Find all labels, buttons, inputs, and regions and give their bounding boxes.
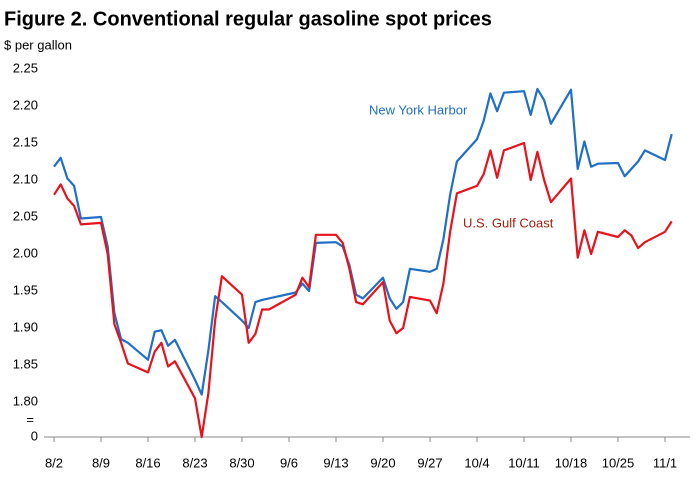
x-tick-label: 9/27 (417, 455, 442, 470)
series-line (53, 141, 673, 439)
x-tick-label: 9/13 (323, 455, 348, 470)
x-tick-label: 10/11 (508, 455, 540, 470)
x-tick-label: 8/16 (135, 455, 160, 470)
series-label: New York Harbor (369, 102, 468, 117)
y-tick-label: 1.80 (13, 393, 38, 408)
y-tick-label: 1.85 (13, 356, 38, 371)
x-tick-label: 9/20 (370, 455, 395, 470)
series-label: U.S. Gulf Coast (463, 215, 554, 230)
y-tick-label: 2.20 (13, 97, 38, 112)
y-tick-label: 2.25 (13, 60, 38, 75)
chart-title: Figure 2. Conventional regular gasoline … (4, 8, 492, 30)
x-tick-label: 8/2 (45, 455, 63, 470)
y-tick-label: 0 (31, 428, 38, 443)
x-tick-label: 8/30 (229, 455, 254, 470)
y-axis-break: = (26, 412, 34, 427)
x-tick-label: 8/9 (92, 455, 110, 470)
series-line (53, 87, 673, 396)
x-tick-label: 8/23 (182, 455, 207, 470)
x-tick-label: 10/18 (555, 455, 588, 470)
x-tick-label: 11/1 (653, 455, 677, 470)
y-tick-label: 1.95 (13, 282, 38, 297)
x-tick-label: 10/25 (602, 455, 635, 470)
y-tick-label: 2.05 (13, 208, 38, 223)
y-tick-label: 2.15 (13, 134, 38, 149)
y-axis-label: $ per gallon (4, 37, 72, 52)
y-tick-label: 2.10 (13, 171, 38, 186)
x-tick-label: 10/4 (464, 455, 489, 470)
x-tick-label: 9/6 (280, 455, 298, 470)
y-tick-label: 2.00 (13, 245, 38, 260)
y-tick-label: 1.90 (13, 319, 38, 334)
